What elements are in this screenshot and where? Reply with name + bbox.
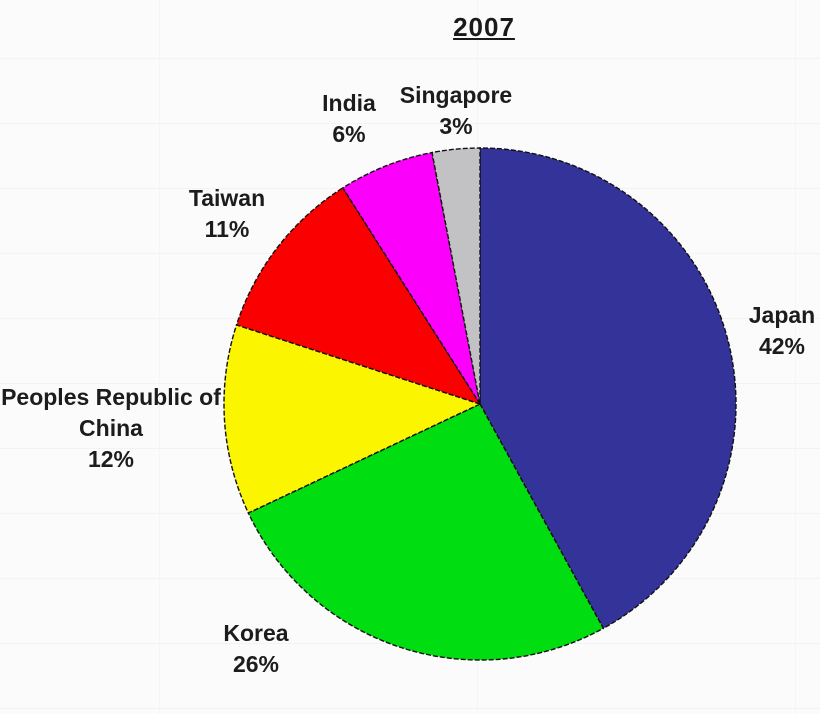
pie-slice-taiwan (235, 186, 482, 406)
slice-percent: 6% (332, 121, 366, 147)
pie-slice-japan (479, 147, 737, 630)
chart-title: 2007 (453, 12, 515, 42)
slice-name: Singapore (399, 82, 513, 108)
slice-name: Japan (748, 302, 816, 328)
slice-percent: 3% (439, 113, 473, 139)
slice-name: India (322, 90, 376, 116)
slice-name: Peoples Republic of China (1, 384, 221, 441)
pie-slice-korea (247, 403, 605, 661)
pie-slice-peoples-republic-of-china (223, 324, 482, 514)
slice-percent: 26% (232, 651, 280, 677)
slice-label-india: India 6% (322, 88, 376, 150)
slice-percent: 11% (204, 216, 250, 242)
slice-label-korea: Korea 26% (223, 618, 288, 680)
slice-label-prc: Peoples Republic of China 12% (0, 382, 225, 475)
slice-label-taiwan: Taiwan 11% (189, 183, 265, 245)
pie-slice-singapore (431, 147, 481, 405)
slice-percent: 12% (87, 446, 135, 472)
slice-name: Taiwan (188, 185, 266, 211)
slice-percent: 42% (758, 333, 806, 359)
slice-label-japan: Japan 42% (749, 300, 815, 362)
slice-name: Korea (223, 620, 289, 646)
slice-label-singapore: Singapore 3% (400, 80, 512, 142)
